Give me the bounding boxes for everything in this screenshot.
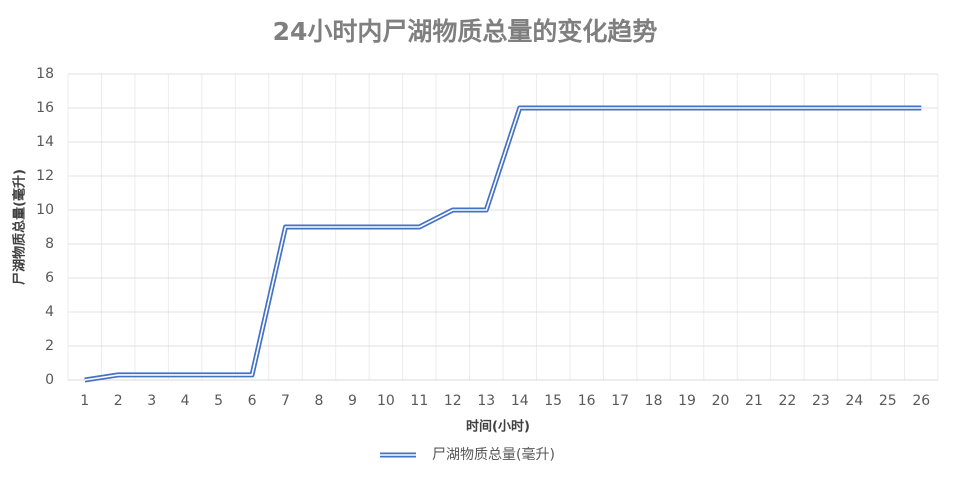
x-tick-label: 5 <box>214 393 223 409</box>
x-tick-label: 9 <box>348 393 357 409</box>
x-tick-label: 8 <box>315 393 324 409</box>
y-tick-label: 6 <box>45 270 54 286</box>
y-axis-title: 尸湖物质总量(毫升) <box>12 169 28 285</box>
x-tick-label: 20 <box>712 393 730 409</box>
y-tick-label: 16 <box>36 100 54 116</box>
x-tick-label: 15 <box>544 393 562 409</box>
x-tick-label: 12 <box>444 393 462 409</box>
y-tick-label: 18 <box>36 66 54 82</box>
x-tick-label: 17 <box>611 393 629 409</box>
x-tick-label: 13 <box>477 393 495 409</box>
y-tick-label: 8 <box>45 236 54 252</box>
x-tick-label: 24 <box>845 393 863 409</box>
y-tick-label: 2 <box>45 338 54 354</box>
x-tick-label: 26 <box>912 393 930 409</box>
x-tick-label: 16 <box>578 393 596 409</box>
x-tick-label: 10 <box>377 393 395 409</box>
x-tick-label: 18 <box>645 393 663 409</box>
legend-label: 尸湖物质总量(毫升) <box>432 446 555 463</box>
x-tick-label: 11 <box>410 393 428 409</box>
x-tick-label: 22 <box>779 393 797 409</box>
y-tick-label: 0 <box>45 372 54 388</box>
x-tick-label: 4 <box>181 393 190 409</box>
y-tick-label: 12 <box>36 168 54 184</box>
x-tick-label: 3 <box>147 393 156 409</box>
y-tick-label: 10 <box>36 202 54 218</box>
chart-title: 24小时内尸湖物质总量的变化趋势 <box>273 17 658 46</box>
x-tick-label: 6 <box>248 393 257 409</box>
x-tick-label: 14 <box>511 393 529 409</box>
x-tick-label: 7 <box>281 393 290 409</box>
x-tick-label: 1 <box>80 393 89 409</box>
x-tick-label: 21 <box>745 393 763 409</box>
y-tick-label: 14 <box>36 134 54 150</box>
x-tick-label: 2 <box>114 393 123 409</box>
y-tick-label: 4 <box>45 304 54 320</box>
x-tick-label: 25 <box>879 393 897 409</box>
x-axis-title: 时间(小时) <box>466 419 530 435</box>
x-tick-label: 19 <box>678 393 696 409</box>
series-line-inner <box>84 107 922 381</box>
x-tick-label: 23 <box>812 393 830 409</box>
